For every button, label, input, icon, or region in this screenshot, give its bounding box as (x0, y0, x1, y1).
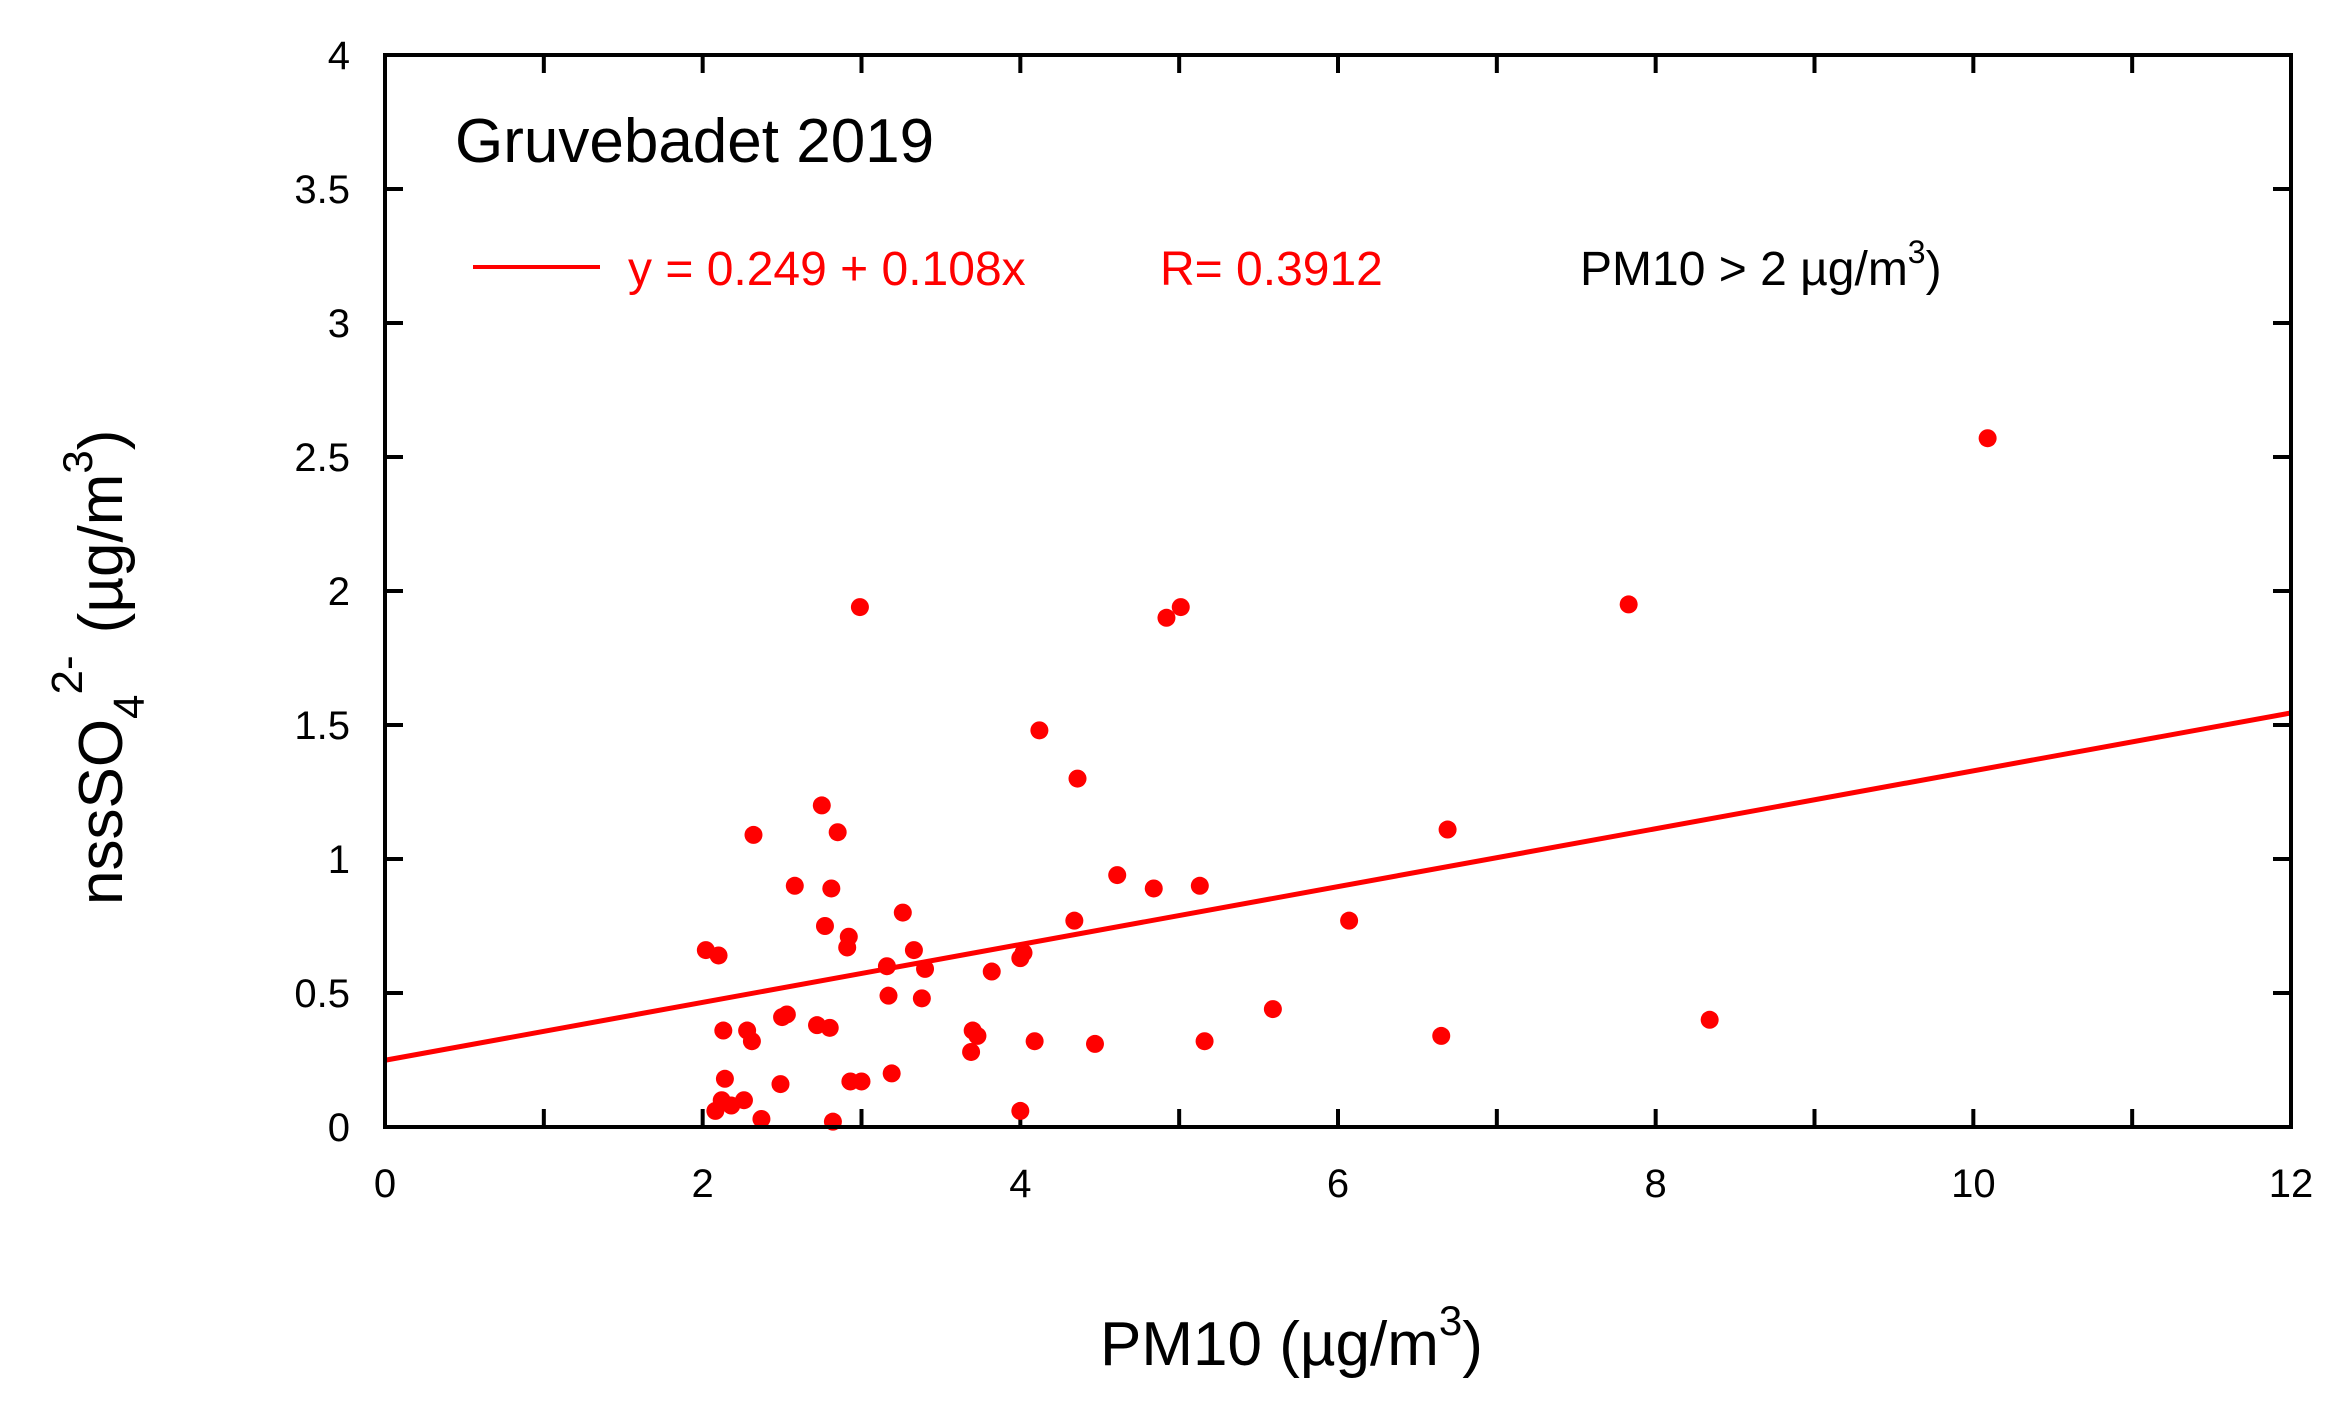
data-point (812, 796, 831, 815)
x-tick-label: 6 (1327, 1162, 1349, 1206)
data-point (1619, 595, 1638, 614)
chart-title: Gruvebadet 2019 (455, 107, 934, 176)
data-point (1157, 608, 1176, 627)
data-point (734, 1091, 753, 1110)
data-point (982, 962, 1001, 981)
data-point (1108, 866, 1127, 885)
data-point (904, 941, 923, 960)
fit-layer (384, 710, 2292, 1063)
threshold-annotation: PM10 > 2 µg/m3) (1580, 234, 1942, 296)
data-point (1068, 769, 1087, 788)
axis-tick-labels: 0 2 4 6 8 10 12 0 0.5 1 1.5 2 2.5 3 3.5 4 (294, 34, 2313, 1206)
y-tick-label: 1 (328, 838, 350, 882)
data-point (815, 917, 834, 935)
data-points (696, 429, 1997, 1131)
x-tick-label: 10 (1951, 1162, 1996, 1206)
fit-r-value: R= 0.3912 (1160, 243, 1383, 296)
y-axis-title: nssSO42-(µg/m3) (43, 430, 154, 905)
data-point (1085, 1034, 1104, 1053)
data-point (916, 959, 935, 978)
data-point (839, 927, 858, 946)
data-point (879, 986, 898, 1005)
y-tick-label: 2 (328, 570, 350, 614)
x-tick-label: 0 (374, 1162, 396, 1206)
data-point (877, 957, 896, 976)
data-point (1171, 598, 1190, 617)
data-point (1030, 721, 1049, 740)
data-point (912, 989, 931, 1008)
data-point (714, 1021, 733, 1040)
x-tick-label: 8 (1645, 1162, 1667, 1206)
data-point (822, 879, 841, 898)
x-tick-label: 2 (692, 1162, 714, 1206)
data-point (1011, 1101, 1030, 1120)
data-point (1340, 911, 1359, 930)
data-point (785, 876, 804, 895)
x-tick-label: 4 (1009, 1162, 1031, 1206)
fit-line (384, 710, 2292, 1063)
y-tick-label: 3.5 (294, 168, 350, 212)
y-tick-label: 2.5 (294, 436, 350, 480)
data-point (744, 825, 763, 844)
fit-equation: y = 0.249 + 0.108x (628, 243, 1026, 296)
data-point (752, 1109, 771, 1128)
data-point (850, 598, 869, 617)
y-tick-label: 3 (328, 302, 350, 346)
data-point (1025, 1032, 1044, 1051)
data-point (715, 1069, 734, 1088)
data-point (771, 1075, 790, 1094)
data-point (1263, 1000, 1282, 1019)
data-point (1978, 429, 1997, 448)
y-tick-label: 0 (328, 1106, 350, 1150)
data-point (968, 1026, 987, 1045)
axis-ticks (383, 53, 2293, 1129)
data-point (1195, 1032, 1214, 1051)
data-point (1014, 943, 1033, 962)
data-point (709, 946, 728, 965)
data-point (893, 903, 912, 922)
data-point (1065, 911, 1084, 930)
x-axis-title: PM10 (µg/m3) (1100, 1297, 1483, 1379)
data-point (742, 1032, 761, 1051)
data-point (1190, 876, 1209, 895)
data-point (852, 1072, 871, 1091)
plot-frame (383, 53, 2293, 1129)
y-tick-label: 1.5 (294, 704, 350, 748)
x-tick-label: 12 (2269, 1162, 2314, 1206)
data-point (1700, 1010, 1719, 1029)
data-point (828, 823, 847, 842)
data-point (1438, 820, 1457, 839)
data-point (1432, 1026, 1451, 1045)
data-point (1144, 879, 1163, 898)
data-point (882, 1064, 901, 1083)
data-point (777, 1005, 796, 1024)
data-point (962, 1042, 981, 1061)
y-tick-label: 0.5 (294, 972, 350, 1016)
y-tick-label: 4 (328, 34, 350, 78)
data-point (820, 1018, 839, 1037)
